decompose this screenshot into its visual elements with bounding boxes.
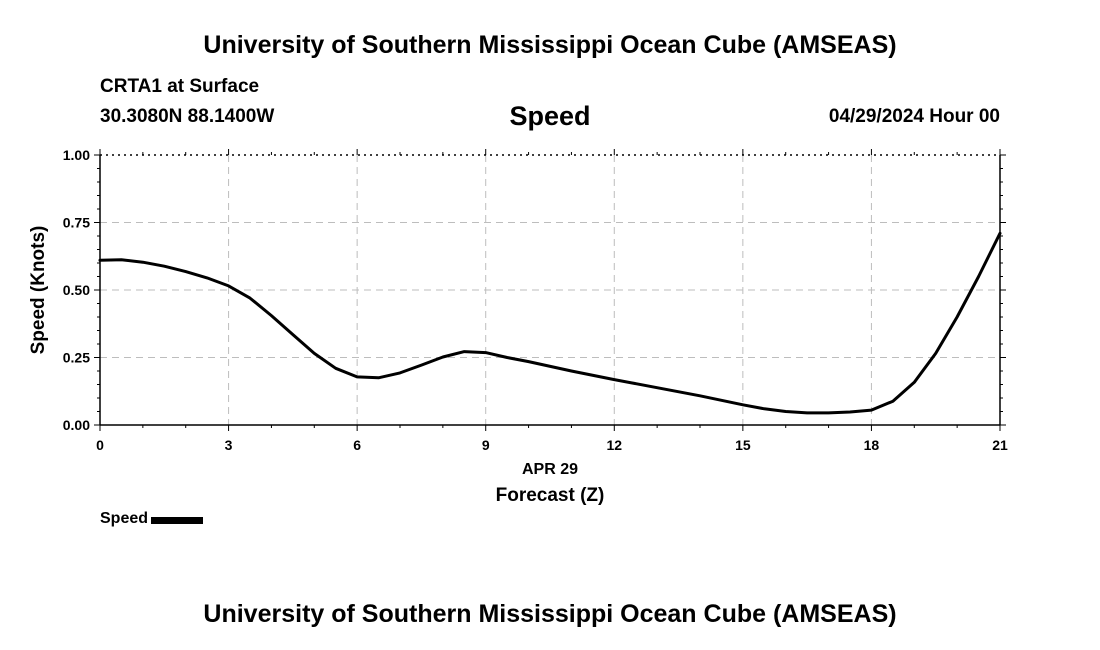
legend-label: Speed [100, 510, 149, 527]
x-tick-label: 12 [606, 437, 622, 453]
x-tick-label: 21 [992, 437, 1008, 453]
x-tick-label: 15 [735, 437, 751, 453]
x-tick-label: 18 [864, 437, 880, 453]
x-tick-label: 9 [482, 437, 490, 453]
series-line-speed [98, 231, 1002, 415]
chart-title: University of Southern Mississippi Ocean… [203, 31, 897, 59]
y-tick-label: 1.00 [63, 147, 90, 163]
coordinates-label: 30.3080N 88.1400W [100, 106, 275, 127]
x-axis-date-label: APR 29 [522, 461, 578, 478]
y-axis-label: Speed (Knots) [28, 226, 49, 355]
station-label: CRTA1 at Surface [100, 76, 260, 97]
datetime-label: 04/29/2024 Hour 00 [828, 106, 1000, 127]
legend-line-swatch [151, 517, 204, 524]
y-tick-label: 0.00 [63, 417, 90, 433]
x-axis-label: Forecast (Z) [496, 485, 605, 506]
variable-title: Speed [509, 101, 591, 131]
legend: Speed [100, 510, 204, 528]
y-tick-label: 0.25 [63, 350, 90, 366]
footer-title: University of Southern Mississippi Ocean… [203, 600, 897, 628]
x-tick-label: 3 [225, 437, 233, 453]
x-tick-label: 6 [353, 437, 361, 453]
y-tick-label: 0.50 [63, 282, 90, 298]
y-tick-label: 0.75 [63, 215, 90, 231]
x-tick-label: 0 [96, 437, 104, 453]
